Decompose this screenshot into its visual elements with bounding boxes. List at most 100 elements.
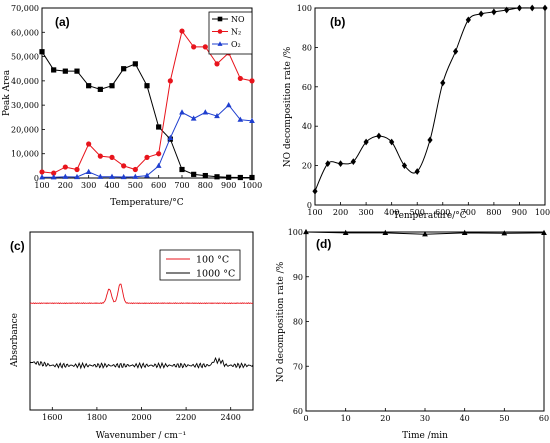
series-group-c (29, 283, 254, 370)
x-tick-label-d: 30 (420, 414, 430, 423)
axes-c: 1600 1800 2000 2200 2400 (42, 407, 241, 422)
legend-marker-a (217, 16, 223, 22)
data-point-a-1 (62, 164, 68, 170)
x-tick-label-d: 10 (341, 414, 351, 423)
data-point-b-0 (312, 187, 318, 195)
data-point-a-2 (249, 117, 255, 124)
data-point-a-0 (132, 61, 138, 67)
x-tick-label-a: 900 (221, 181, 236, 190)
spectrum-line-0 (29, 283, 254, 305)
y-tick-label-d: 60 (293, 407, 303, 416)
x-tick-label-a: 400 (104, 181, 119, 190)
ylabel-c: Absorbance (10, 313, 20, 368)
data-point-a-0 (249, 174, 255, 181)
y-tick-label-a: 10,000 (11, 150, 39, 159)
data-point-b-0 (376, 132, 382, 140)
data-point-b-0 (414, 168, 420, 175)
data-point-a-1 (51, 170, 57, 176)
data-point-a-1 (179, 28, 185, 34)
legend-label-a: NO (231, 15, 245, 24)
y-tick-label-a: 0 (34, 174, 39, 183)
x-tick-label-d: 50 (499, 414, 509, 423)
data-point-d-0 (342, 229, 349, 235)
y-tick-label-b: 40 (302, 122, 312, 131)
data-point-b-0 (427, 136, 433, 144)
panel-label-c: (c) (10, 239, 25, 253)
panel-d: 0 10 20 30 40 50 60 60 70 80 90 100 (d) Time /min N… (276, 228, 549, 441)
data-point-a-2 (144, 172, 150, 178)
data-point-b-0 (350, 158, 356, 166)
x-tick-label-a: 500 (128, 181, 143, 190)
data-point-a-0 (74, 68, 80, 74)
data-point-d-0 (501, 230, 508, 236)
x-tick-label-c: 1600 (42, 413, 62, 422)
data-point-a-1 (74, 166, 80, 173)
axes-a: 100 200 300 400 500 600 700 800 900 1000 0 10,000 20… (11, 4, 262, 190)
x-tick-label-a: 600 (151, 181, 166, 190)
legend-box-c (159, 249, 241, 281)
x-tick-label-c: 2000 (131, 413, 151, 422)
x-tick-label-b: 700 (461, 208, 476, 217)
panel-label-a: (a) (55, 15, 70, 29)
data-point-a-0 (144, 83, 150, 89)
data-point-b-0 (389, 138, 395, 146)
data-point-a-2 (109, 173, 115, 179)
x-tick-label-d: 0 (303, 414, 308, 423)
plot-frame-b (314, 7, 546, 206)
data-point-a-2 (62, 173, 69, 179)
x-tick-label-c: 1800 (87, 413, 107, 422)
panel-c: 1600 1800 2000 2200 2400 (c) Wavenumber / cm… (10, 231, 254, 441)
y-tick-label-a: 20,000 (11, 125, 39, 134)
data-point-a-2 (179, 109, 185, 115)
axes-b: 100 200 300 400 500 600 700 800 900 1000 0 20 40 60 80… (297, 4, 550, 217)
data-point-a-1 (191, 44, 197, 50)
data-point-a-0 (86, 83, 92, 89)
y-tick-label-d: 80 (293, 318, 303, 327)
y-tick-label-a: 30,000 (11, 101, 39, 110)
data-point-b-0 (401, 162, 408, 169)
series-group-b (312, 4, 548, 195)
data-point-a-0 (226, 174, 232, 180)
data-point-a-0 (179, 166, 185, 173)
data-point-a-2 (74, 173, 80, 180)
data-point-a-1 (97, 153, 103, 159)
data-point-a-2 (214, 112, 220, 119)
data-point-a-2 (202, 109, 209, 115)
y-tick-label-a: 40,000 (11, 77, 39, 86)
data-point-a-2 (155, 162, 162, 168)
data-point-a-2 (39, 174, 45, 180)
panel-b: 100 200 300 400 500 600 700 800 900 1000 0 20 40 60 80… (283, 4, 550, 221)
data-point-a-1 (249, 78, 255, 84)
x-tick-label-a: 800 (198, 181, 213, 190)
data-point-a-0 (97, 86, 103, 92)
legend-label-c: 1000 °C (196, 269, 235, 280)
legend-label-c: 100 °C (196, 255, 229, 266)
y-tick-label-a: 60,000 (11, 28, 39, 37)
data-point-a-2 (132, 173, 139, 179)
data-point-b-0 (363, 138, 369, 146)
legend-marker-a (217, 29, 223, 34)
legend-a: NO N₂ O₂ (208, 11, 253, 55)
y-tick-label-b: 60 (302, 83, 312, 92)
x-tick-label-b: 100 (307, 208, 322, 217)
spectrum-line-1 (29, 356, 254, 370)
data-point-a-1 (121, 163, 127, 169)
data-point-a-2 (120, 173, 127, 180)
axes-d: 0 10 20 30 40 50 60 60 70 80 90 100 (288, 228, 549, 423)
xlabel-b: Temperature/°C (393, 211, 466, 221)
y-tick-label-b: 80 (302, 43, 312, 52)
x-tick-label-d: 60 (539, 414, 549, 423)
data-point-a-1 (202, 44, 208, 50)
x-tick-label-a: 100 (34, 181, 49, 190)
data-point-a-1 (214, 61, 220, 67)
data-point-b-0 (491, 8, 497, 16)
series-group-d (303, 228, 547, 237)
data-point-a-1 (132, 166, 138, 173)
data-point-a-0 (202, 172, 208, 179)
data-point-b-0 (504, 6, 510, 14)
data-point-b-0 (337, 160, 344, 168)
x-tick-label-b: 800 (486, 208, 501, 217)
legend-marker-a (217, 41, 223, 46)
series-line-b-0 (314, 7, 545, 192)
xlabel-a: Temperature/°C (110, 198, 183, 208)
